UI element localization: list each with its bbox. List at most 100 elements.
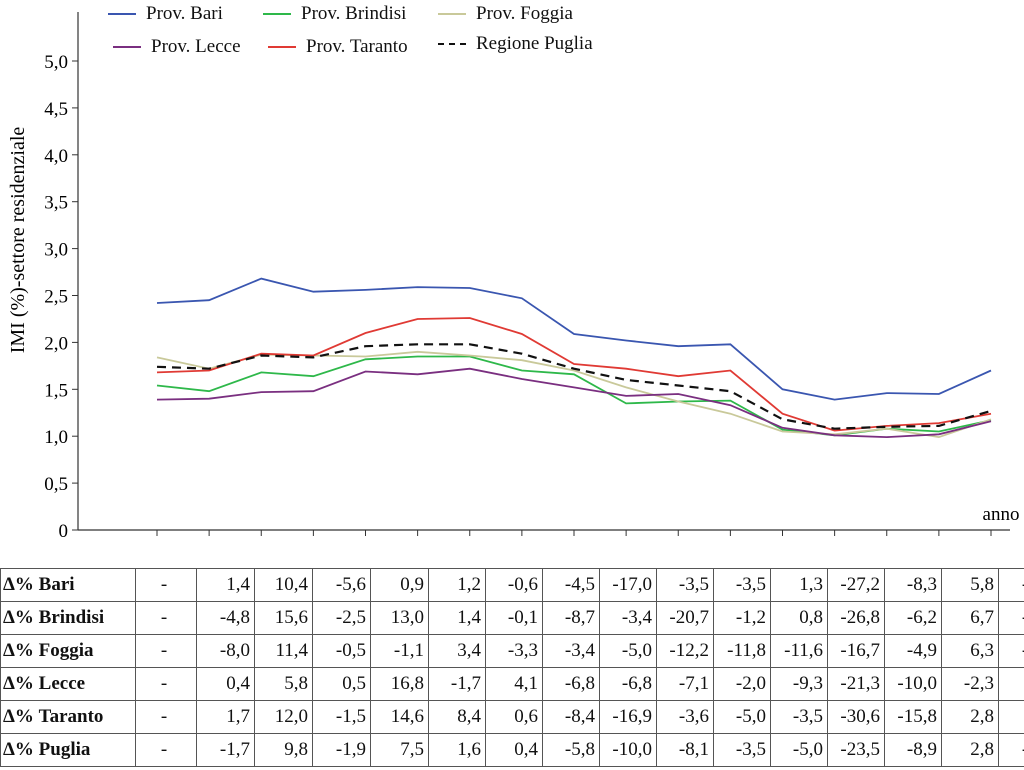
table-cell: 14,6 — [370, 700, 429, 734]
table-cell: -3,5 — [713, 733, 771, 767]
table-cell: 0,6 — [485, 700, 543, 734]
table-cell: -8,9 — [884, 733, 942, 767]
table-cell: 1,7 — [196, 700, 255, 734]
table-cell: 0,8 — [770, 601, 828, 635]
table-cell: 1,3 — [770, 568, 828, 602]
table-cell: -23,5 — [827, 733, 885, 767]
table-cell: -8,1 — [656, 733, 714, 767]
table-cell: -7,1 — [656, 667, 714, 701]
y-tick-label: 0 — [59, 521, 69, 540]
table-cell: - — [135, 667, 197, 701]
row-label: Δ% Brindisi — [0, 601, 136, 635]
legend-item: Prov. Brindisi — [263, 3, 406, 25]
table-cell: -1,9 — [312, 733, 371, 767]
y-tick-label: 3,0 — [44, 240, 68, 261]
table-cell: -9,7 — [998, 634, 1024, 668]
table-cell: -3,5 — [770, 700, 828, 734]
table-cell: -5,6 — [312, 568, 371, 602]
series-line-regione-puglia — [156, 343, 992, 430]
table-cell: 15,6 — [254, 601, 313, 635]
table-row: Δ% Taranto -1,7 12,0 -1,5 14,6 8,4 0,6 -8,4 -16,… — [0, 700, 1024, 734]
table-cell: 1,4 — [428, 601, 486, 635]
table-cell: -6,8 — [542, 667, 600, 701]
table-row: Δ% Puglia - -1,7 9,8 -1,9 7,5 1,6 0,4 -5,8 -10,0-… — [0, 733, 1024, 767]
table-cell: 13,0 — [370, 601, 429, 635]
table-cell: -6,2 — [884, 601, 942, 635]
table-cell: 0,4 — [485, 733, 543, 767]
row-label: Δ% Bari — [0, 568, 136, 602]
y-tick-label: 1,0 — [44, 427, 68, 448]
legend-swatch — [108, 13, 136, 15]
table-cell: -10,0 — [599, 733, 657, 767]
table-cell: -0,5 — [312, 634, 371, 668]
table-cell: 4,0 — [998, 667, 1024, 701]
legend-label: Prov. Bari — [146, 3, 223, 24]
table-cell: 2,8 — [941, 733, 999, 767]
table-cell: -1,5 — [312, 700, 371, 734]
table-cell: -3,4 — [599, 601, 657, 635]
x-axis-label: anno — [983, 504, 1020, 525]
table-cell: -8,0 — [196, 634, 255, 668]
legend-swatch — [438, 43, 466, 45]
y-tick-label: 4,0 — [44, 146, 68, 167]
table-row: Δ% Bari -1,4 10,4 -5,6 0,9 1,2 -0,6 -4,5 -17,0 -3… — [0, 568, 1024, 602]
y-tick-label: 4,5 — [44, 99, 68, 120]
table-cell: -0,7 — [998, 568, 1024, 602]
table-cell: 1,6 — [428, 733, 486, 767]
table-cell: -26,8 — [827, 601, 885, 635]
table-cell: 6,7 — [941, 601, 999, 635]
table-cell: -5,8 — [542, 733, 600, 767]
table-cell: 9,8 — [254, 733, 313, 767]
y-tick-label: 2,5 — [44, 287, 68, 308]
table-row: Δ% Brindisi - -4,8 15,6 -2,5 13,0 1,4 -0,1 -8,7-… — [0, 601, 1024, 635]
series-line-prov-lecce — [156, 367, 992, 439]
legend-label: Prov. Taranto — [306, 36, 408, 57]
table-cell: -16,7 — [827, 634, 885, 668]
legend-label: Prov. Brindisi — [301, 3, 407, 24]
y-tick-label: 1,5 — [44, 380, 68, 401]
table-cell: - — [135, 634, 197, 668]
table-cell: 5,3 — [998, 700, 1024, 734]
table-cell: -0,6 — [485, 568, 543, 602]
table-cell: -9,3 — [770, 667, 828, 701]
table-cell: -2,3 — [941, 667, 999, 701]
table-cell: 3,4 — [428, 634, 486, 668]
series-line-prov-bari — [156, 277, 992, 401]
table-cell: -0,7 — [998, 733, 1024, 767]
table-cell: 10,4 — [254, 568, 313, 602]
table-cell: 16,8 — [370, 667, 429, 701]
row-label: Δ% Lecce — [0, 667, 136, 701]
table-cell: -0,1 — [485, 601, 543, 635]
legend-item: Regione Puglia — [438, 33, 593, 55]
legend-item: Prov. Foggia — [438, 3, 573, 25]
table-cell: 1,2 — [428, 568, 486, 602]
table-cell: -2,0 — [713, 667, 771, 701]
table-cell: - — [135, 568, 197, 602]
line-chart: 00,51,01,52,02,53,03,54,04,55,0200020012… — [7, 12, 1020, 540]
table-cell: 0,9 — [370, 568, 429, 602]
chart-axes: 00,51,01,52,02,53,03,54,04,55,0200020012… — [44, 12, 1010, 540]
delta-percent-table: Δ% Bari -1,4 10,4 -5,6 0,9 1,2 -0,6 -4,5 -17,0 -3… — [0, 568, 1024, 767]
table-cell: -8,7 — [542, 601, 600, 635]
table-cell: -27,2 — [827, 568, 885, 602]
table-cell: -3,5 — [656, 568, 714, 602]
table-cell: -21,3 — [827, 667, 885, 701]
table-cell: 1,4 — [196, 568, 255, 602]
table-cell: 11,4 — [254, 634, 313, 668]
table-cell: -1,7 — [196, 733, 255, 767]
legend-label: Prov. Foggia — [476, 3, 573, 24]
table-cell: -20,7 — [656, 601, 714, 635]
table-cell: 4,1 — [485, 667, 543, 701]
table-cell: -3,6 — [656, 700, 714, 734]
table-cell: -17,0 — [599, 568, 657, 602]
table-cell: -8,4 — [542, 700, 600, 734]
table-cell: -4,5 — [542, 568, 600, 602]
series-lines — [156, 277, 992, 439]
table-cell: -1,1 — [370, 634, 429, 668]
table-cell: - — [135, 601, 197, 635]
row-label: Δ% Taranto — [0, 700, 136, 734]
table-cell: 5,8 — [941, 568, 999, 602]
legend-label: Prov. Lecce — [151, 36, 241, 57]
table-cell: 12,0 — [254, 700, 313, 734]
legend-swatch — [268, 46, 296, 48]
